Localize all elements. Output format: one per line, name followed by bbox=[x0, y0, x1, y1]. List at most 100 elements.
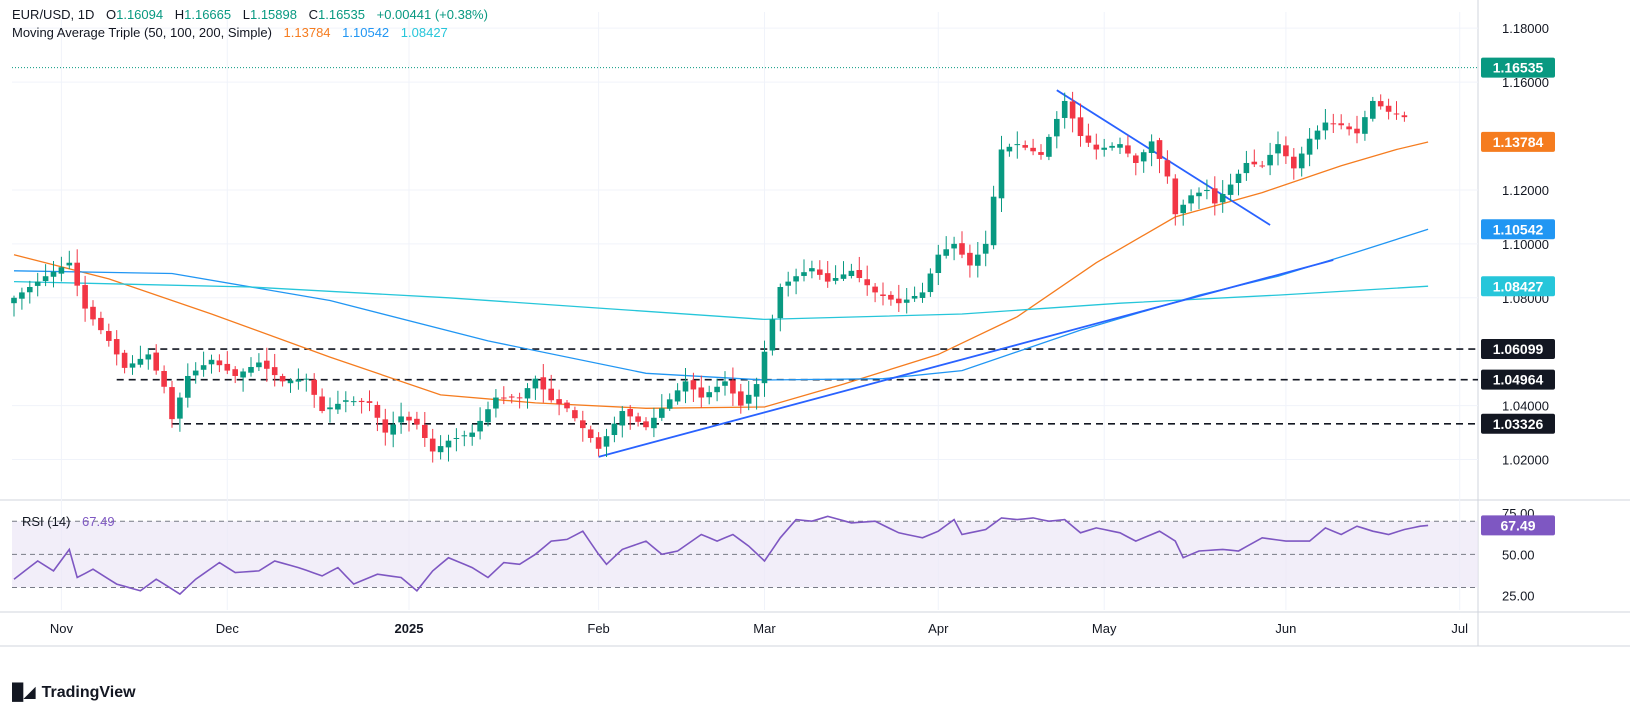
candle-body bbox=[1291, 156, 1297, 169]
level-tag: 1.03326 bbox=[1493, 416, 1544, 432]
level-tag-bg bbox=[1481, 413, 1555, 434]
candle-body bbox=[690, 380, 697, 390]
candle-body bbox=[271, 367, 278, 376]
candle-body bbox=[121, 352, 128, 368]
candle-body bbox=[603, 436, 610, 447]
candle-body bbox=[374, 404, 381, 418]
candle-body bbox=[856, 269, 863, 279]
candle-body bbox=[461, 435, 468, 437]
ma-tag-bg bbox=[1481, 276, 1555, 297]
candle-body bbox=[1362, 117, 1368, 134]
candle-body bbox=[872, 286, 878, 293]
rsi-label: RSI (14) bbox=[22, 514, 71, 529]
candle-body bbox=[248, 366, 254, 373]
candle-body bbox=[106, 331, 112, 341]
candle-body bbox=[666, 399, 673, 409]
ma100-value: 1.10542 bbox=[342, 25, 390, 40]
candle-body bbox=[1314, 130, 1321, 140]
candle-body bbox=[422, 424, 428, 438]
candle-body bbox=[1172, 178, 1179, 215]
candle-body bbox=[1085, 135, 1092, 143]
candle-body bbox=[327, 407, 333, 410]
ohlc-open: 1.16094 bbox=[116, 7, 164, 22]
ma200-line bbox=[13, 280, 1429, 321]
y-tick-label: 1.10000 bbox=[1502, 237, 1549, 252]
candle-body bbox=[113, 339, 120, 355]
candle-body bbox=[840, 274, 847, 279]
candle-body bbox=[1322, 122, 1329, 131]
x-tick-label: Mar bbox=[753, 621, 776, 636]
candle-body bbox=[587, 429, 594, 438]
candle-body bbox=[11, 297, 17, 304]
ma-tag: 1.10542 bbox=[1493, 221, 1544, 237]
symbol-header: EUR/USD, 1D O1.16094 H1.16665 L1.15898 C… bbox=[12, 7, 490, 22]
candle-body bbox=[177, 397, 183, 419]
candle-body bbox=[1204, 189, 1210, 192]
candle-body bbox=[1069, 101, 1076, 119]
candle-body bbox=[880, 294, 886, 296]
candle-body bbox=[785, 281, 791, 286]
candle-body bbox=[1227, 184, 1234, 195]
candle-body bbox=[358, 400, 365, 403]
candle-body bbox=[927, 273, 934, 293]
candle-body bbox=[982, 243, 989, 254]
candle-body bbox=[303, 378, 310, 380]
candle-body bbox=[769, 319, 776, 351]
candle-body bbox=[129, 363, 136, 368]
ma-legend: Moving Average Triple (50, 100, 200, Sim… bbox=[12, 25, 450, 40]
candle-body bbox=[74, 262, 80, 286]
candle-body bbox=[264, 360, 270, 369]
candle-body bbox=[722, 381, 728, 386]
candle-body bbox=[730, 380, 736, 394]
x-tick-label: Jul bbox=[1451, 621, 1468, 636]
last-price-tag: 1.16535 bbox=[1493, 60, 1544, 76]
candle-body bbox=[1267, 154, 1273, 166]
candle-body bbox=[1196, 192, 1202, 197]
candle-body bbox=[651, 417, 657, 429]
rsi-y-tick-label: 25.00 bbox=[1502, 589, 1535, 604]
ma100-line bbox=[13, 228, 1429, 381]
candle-body bbox=[967, 252, 973, 266]
ma-tag-bg bbox=[1481, 219, 1555, 240]
support-levels bbox=[116, 348, 1478, 425]
candle-body bbox=[1148, 141, 1155, 153]
candle-body bbox=[619, 411, 626, 426]
candle-body bbox=[216, 360, 223, 366]
ma50-value: 1.13784 bbox=[283, 25, 331, 40]
y-tick-label: 1.04000 bbox=[1502, 399, 1549, 414]
candle-body bbox=[50, 271, 57, 277]
x-tick-label: May bbox=[1092, 621, 1117, 636]
candle-body bbox=[540, 377, 547, 390]
trendlines bbox=[598, 89, 1334, 458]
candle-body bbox=[382, 419, 389, 433]
candle-body bbox=[903, 299, 910, 303]
candle-body bbox=[1164, 160, 1171, 177]
ohlc-close-key: C bbox=[308, 7, 318, 22]
candle-body bbox=[1054, 118, 1060, 137]
tradingview-logo: █◢ TradingView bbox=[12, 682, 136, 702]
candle-body bbox=[951, 243, 957, 249]
candle-body bbox=[801, 272, 807, 276]
candle-body bbox=[674, 390, 681, 402]
candle-body bbox=[98, 317, 104, 331]
candle-body bbox=[1180, 204, 1186, 214]
candle-body bbox=[572, 410, 578, 419]
candle-body bbox=[777, 287, 784, 319]
candle-body bbox=[1219, 193, 1226, 203]
candle-body bbox=[564, 402, 570, 409]
candle-body bbox=[1370, 100, 1376, 119]
candle-body bbox=[911, 295, 918, 299]
candle-body bbox=[580, 420, 586, 429]
trendline bbox=[1056, 89, 1271, 226]
rsi-y-tick-label: 50.00 bbox=[1502, 547, 1535, 562]
candle-body bbox=[82, 285, 88, 309]
candle-body bbox=[1109, 145, 1115, 148]
ma50-line bbox=[13, 141, 1429, 409]
level-tag-bg bbox=[1481, 369, 1555, 390]
candle-body bbox=[611, 423, 618, 436]
candle-body bbox=[532, 378, 539, 389]
candle-body bbox=[1393, 113, 1400, 115]
candle-body bbox=[279, 376, 286, 382]
candle-body bbox=[1401, 115, 1408, 118]
